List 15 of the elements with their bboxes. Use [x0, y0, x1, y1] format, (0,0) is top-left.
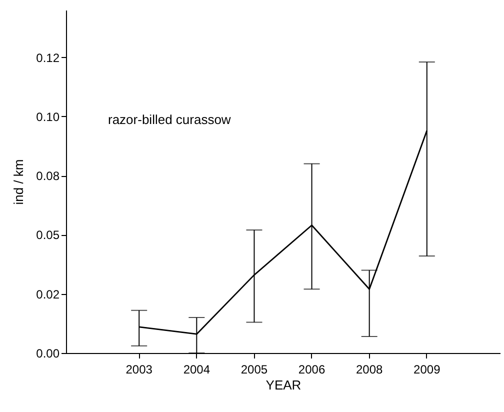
x-axis-title: YEAR [266, 378, 302, 392]
y-tick-label: 0.10 [36, 110, 60, 124]
y-tick-label: 0.12 [36, 50, 60, 65]
y-tick-label: 0.08 [36, 169, 60, 184]
y-tick-label: 0.00 [36, 346, 60, 360]
annotation: razor-billed curassow [108, 112, 232, 127]
x-tick-label: 2004 [183, 362, 210, 376]
x-tick-label: 2009 [414, 362, 441, 376]
x-tick-label: 2008 [356, 362, 384, 376]
x-tick-label: 2005 [240, 362, 268, 376]
y-axis-title: ind / km [11, 159, 26, 205]
x-tick-label: 2006 [298, 362, 326, 376]
x-tick-label: 2003 [126, 362, 153, 376]
y-tick-label: 0.02 [36, 287, 60, 302]
y-tick-label: 0.05 [36, 228, 60, 242]
